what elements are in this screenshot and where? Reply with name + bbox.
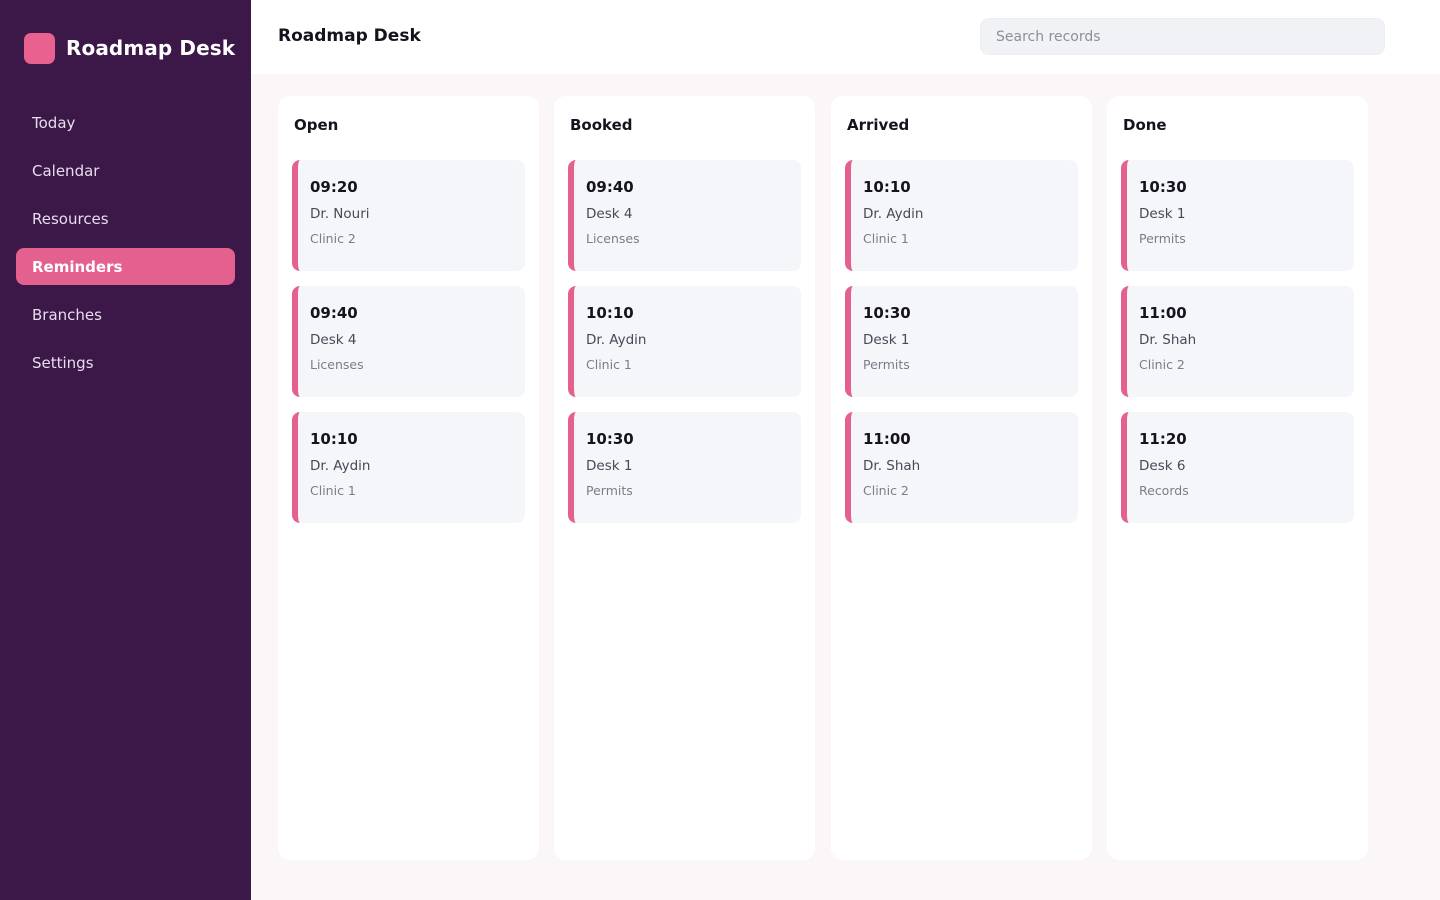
- brand-logo-icon: [24, 32, 55, 64]
- appointment-card[interactable]: 10:10 Dr. Aydin Clinic 1: [845, 160, 1078, 271]
- card-location: Permits: [586, 483, 633, 498]
- card-time: 10:10: [863, 178, 911, 196]
- brand-name: Roadmap Desk: [66, 36, 236, 60]
- page-title: Roadmap Desk: [278, 26, 421, 46]
- column-title: Booked: [570, 116, 633, 134]
- card-location: Clinic 2: [863, 483, 909, 498]
- card-time: 10:30: [1139, 178, 1187, 196]
- card-time: 10:10: [586, 304, 634, 322]
- card-time: 09:40: [310, 304, 358, 322]
- appointment-card[interactable]: 10:30 Desk 1 Permits: [1121, 160, 1354, 271]
- sidebar-item-label: Settings: [32, 353, 94, 372]
- card-time: 10:30: [586, 430, 634, 448]
- appointment-card[interactable]: 11:00 Dr. Shah Clinic 2: [1121, 286, 1354, 397]
- card-location: Clinic 1: [863, 231, 909, 246]
- card-location: Records: [1139, 483, 1189, 498]
- card-time: 09:40: [586, 178, 634, 196]
- card-name: Desk 6: [1139, 458, 1186, 474]
- card-location: Licenses: [310, 357, 364, 372]
- card-time: 10:30: [863, 304, 911, 322]
- sidebar-item-settings[interactable]: Settings: [16, 344, 235, 381]
- card-time: 11:00: [863, 430, 911, 448]
- search-input[interactable]: [980, 18, 1385, 55]
- sidebar: Roadmap Desk Today Calendar Resources Re…: [0, 0, 251, 900]
- appointment-card[interactable]: 10:30 Desk 1 Permits: [568, 412, 801, 523]
- sidebar-item-label: Branches: [32, 305, 102, 324]
- card-name: Desk 4: [586, 206, 633, 222]
- sidebar-item-label: Calendar: [32, 161, 100, 180]
- card-location: Clinic 2: [1139, 357, 1185, 372]
- sidebar-item-resources[interactable]: Resources: [16, 200, 235, 237]
- sidebar-item-label: Resources: [32, 209, 109, 228]
- card-location: Permits: [863, 357, 910, 372]
- column-title: Open: [294, 116, 339, 134]
- appointment-card[interactable]: 09:40 Desk 4 Licenses: [292, 286, 525, 397]
- column-booked: Booked 09:40 Desk 4 Licenses 10:10 Dr. A…: [554, 96, 815, 860]
- card-name: Dr. Aydin: [310, 458, 371, 474]
- brand[interactable]: Roadmap Desk: [24, 28, 235, 68]
- appointment-card[interactable]: 11:00 Dr. Shah Clinic 2: [845, 412, 1078, 523]
- card-name: Dr. Aydin: [586, 332, 647, 348]
- card-list: 10:10 Dr. Aydin Clinic 1 10:30 Desk 1 Pe…: [845, 160, 1078, 523]
- sidebar-nav: Today Calendar Resources Reminders Branc…: [16, 104, 235, 392]
- card-location: Clinic 1: [586, 357, 632, 372]
- column-title: Done: [1123, 116, 1167, 134]
- card-name: Dr. Nouri: [310, 206, 370, 222]
- sidebar-item-today[interactable]: Today: [16, 104, 235, 141]
- card-location: Permits: [1139, 231, 1186, 246]
- appointment-card[interactable]: 11:20 Desk 6 Records: [1121, 412, 1354, 523]
- column-title: Arrived: [847, 116, 910, 134]
- card-name: Dr. Aydin: [863, 206, 924, 222]
- card-name: Dr. Shah: [1139, 332, 1197, 348]
- column-open: Open 09:20 Dr. Nouri Clinic 2 09:40 Desk…: [278, 96, 539, 860]
- card-time: 11:00: [1139, 304, 1187, 322]
- card-time: 11:20: [1139, 430, 1187, 448]
- card-list: 10:30 Desk 1 Permits 11:00 Dr. Shah Clin…: [1121, 160, 1354, 523]
- appointment-card[interactable]: 09:40 Desk 4 Licenses: [568, 160, 801, 271]
- card-name: Desk 1: [586, 458, 633, 474]
- kanban-board: Open 09:20 Dr. Nouri Clinic 2 09:40 Desk…: [278, 96, 1383, 860]
- card-name: Desk 4: [310, 332, 357, 348]
- top-header: Roadmap Desk: [251, 0, 1440, 74]
- column-done: Done 10:30 Desk 1 Permits 11:00 Dr. Shah…: [1107, 96, 1368, 860]
- sidebar-item-reminders[interactable]: Reminders: [16, 248, 235, 285]
- card-location: Clinic 2: [310, 231, 356, 246]
- card-time: 09:20: [310, 178, 358, 196]
- card-name: Desk 1: [1139, 206, 1186, 222]
- card-list: 09:20 Dr. Nouri Clinic 2 09:40 Desk 4 Li…: [292, 160, 525, 523]
- card-name: Desk 1: [863, 332, 910, 348]
- appointment-card[interactable]: 10:30 Desk 1 Permits: [845, 286, 1078, 397]
- column-arrived: Arrived 10:10 Dr. Aydin Clinic 1 10:30 D…: [831, 96, 1092, 860]
- sidebar-item-label: Today: [32, 113, 76, 132]
- card-list: 09:40 Desk 4 Licenses 10:10 Dr. Aydin Cl…: [568, 160, 801, 523]
- sidebar-item-calendar[interactable]: Calendar: [16, 152, 235, 189]
- appointment-card[interactable]: 10:10 Dr. Aydin Clinic 1: [568, 286, 801, 397]
- appointment-card[interactable]: 09:20 Dr. Nouri Clinic 2: [292, 160, 525, 271]
- card-name: Dr. Shah: [863, 458, 921, 474]
- appointment-card[interactable]: 10:10 Dr. Aydin Clinic 1: [292, 412, 525, 523]
- sidebar-item-label: Reminders: [32, 257, 123, 276]
- card-time: 10:10: [310, 430, 358, 448]
- card-location: Clinic 1: [310, 483, 356, 498]
- card-location: Licenses: [586, 231, 640, 246]
- sidebar-item-branches[interactable]: Branches: [16, 296, 235, 333]
